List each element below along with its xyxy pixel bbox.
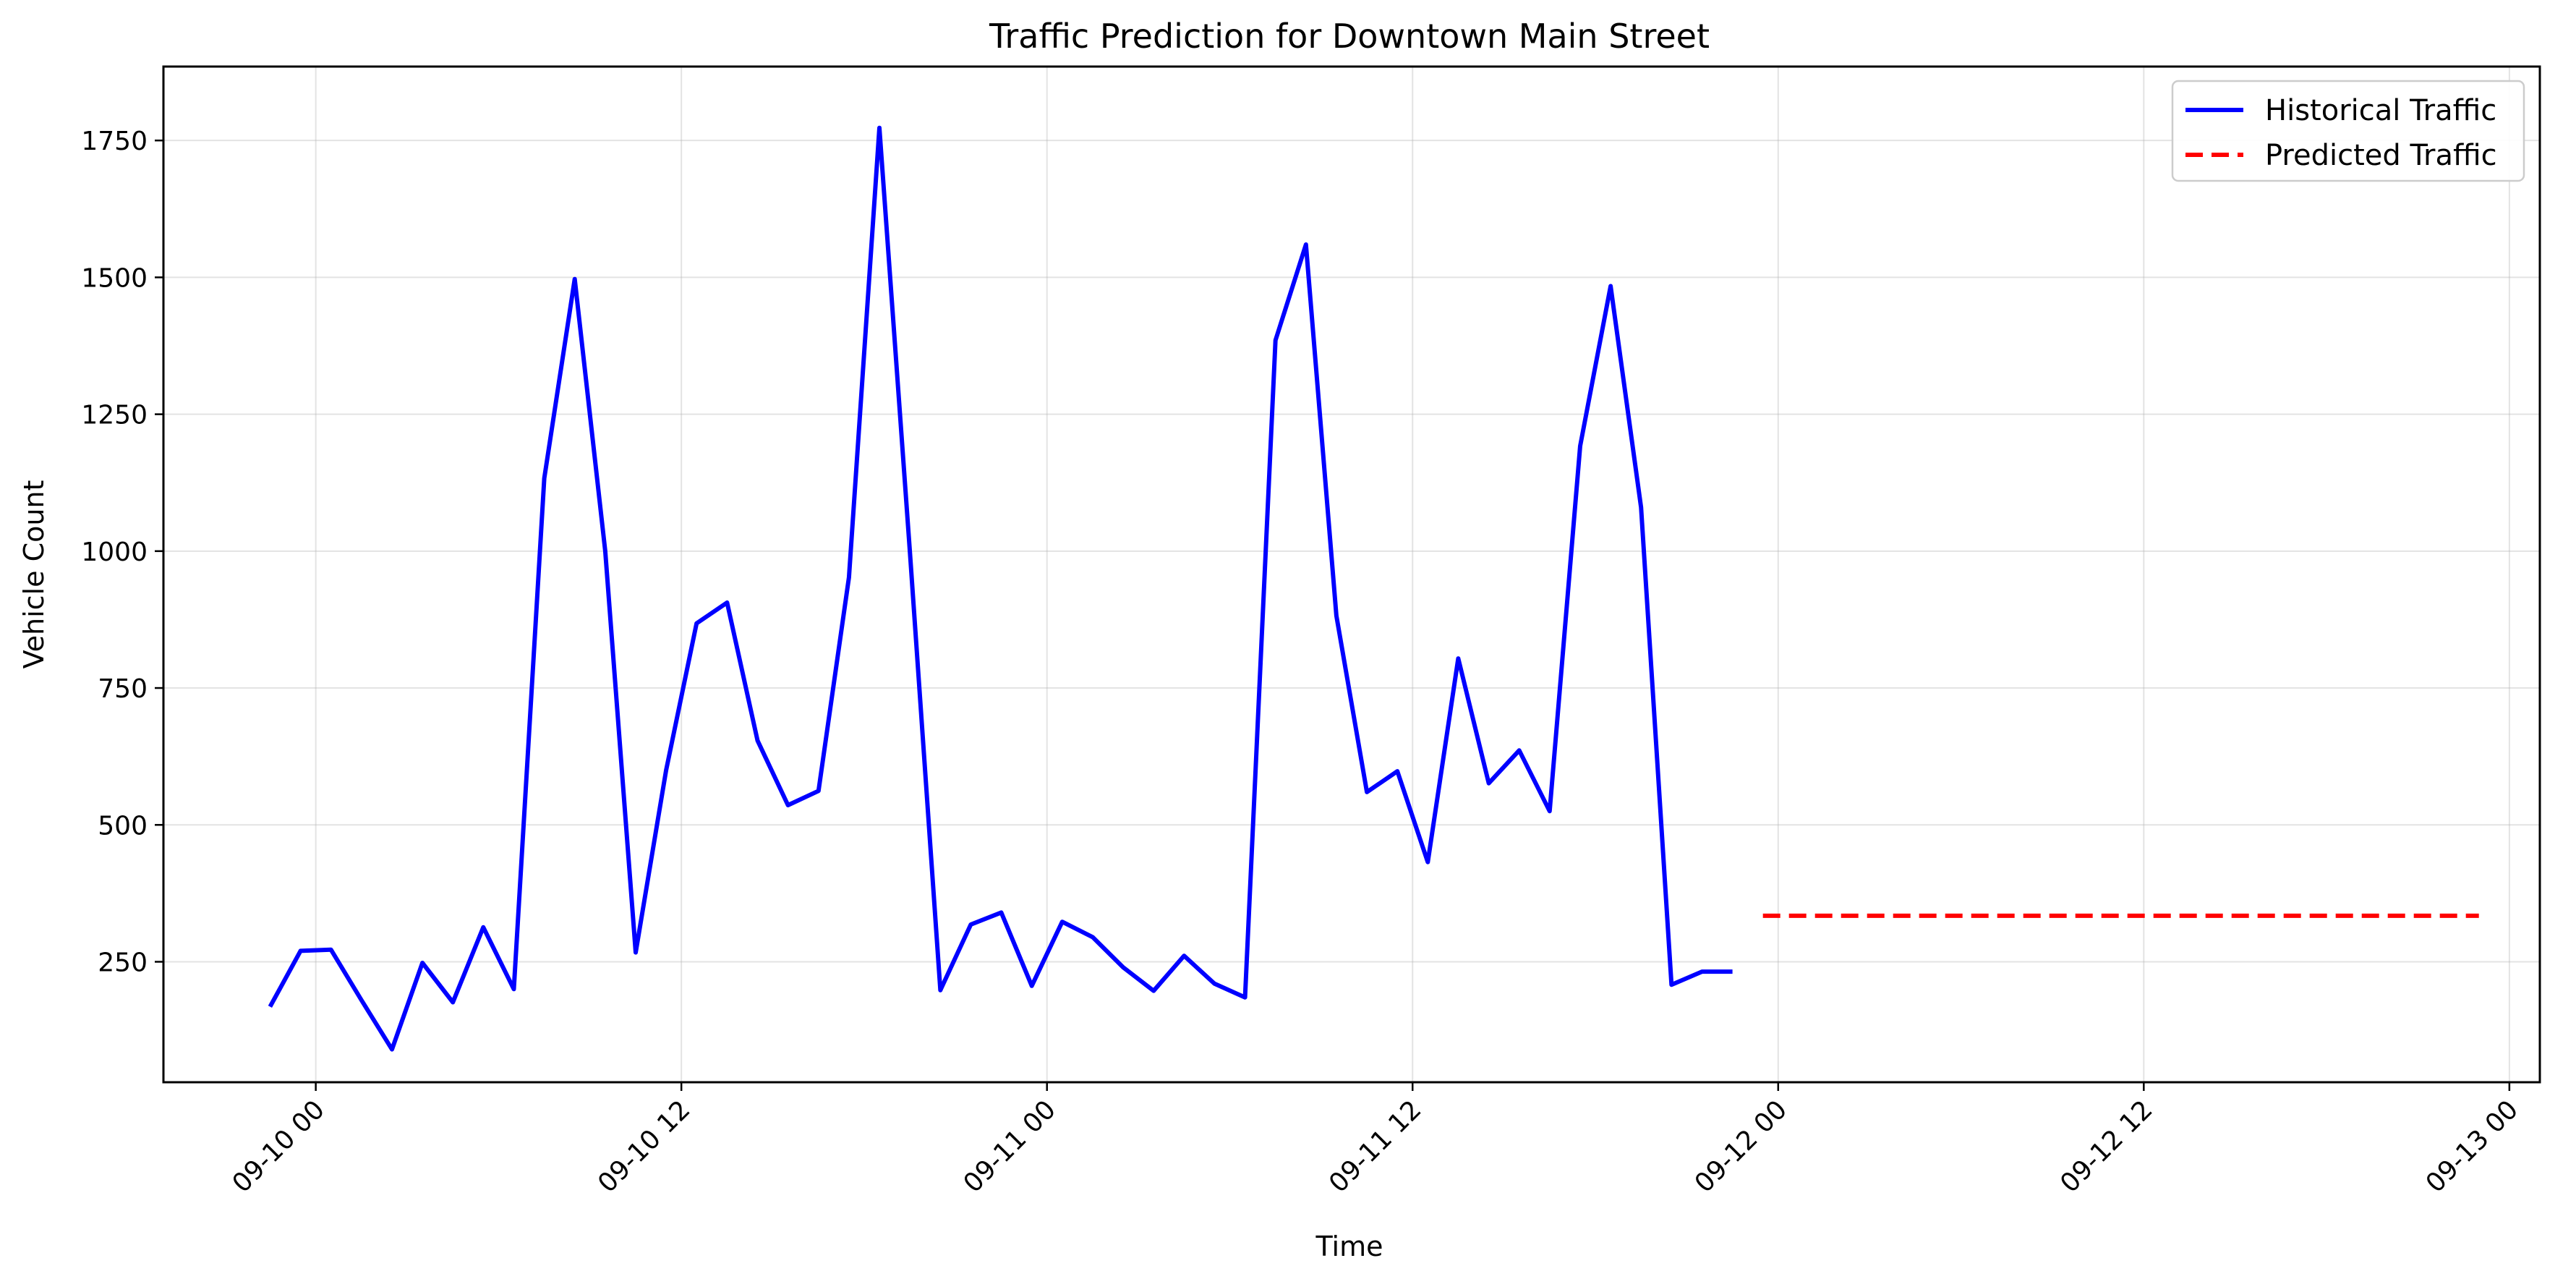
series-line-0 <box>268 125 1733 1052</box>
x-tick-label: 09-11 00 <box>958 1095 1062 1198</box>
y-tick-label: 1750 <box>81 127 148 156</box>
x-tick-label: 09-10 12 <box>592 1095 696 1198</box>
y-axis-label: Vehicle Count <box>18 480 50 669</box>
legend: Historical Traffic Predicted Traffic <box>2171 80 2525 182</box>
plot-lines <box>268 125 2479 1052</box>
x-axis: 09-10 00 09-10 12 09-11 00 09-11 12 09-12 00… <box>227 1082 2524 1199</box>
y-tick-label: 500 <box>98 811 148 841</box>
grid <box>163 67 2540 1082</box>
y-tick-label: 750 <box>98 674 148 704</box>
x-axis-label: Time <box>1315 1231 1383 1262</box>
y-tick-label: 1000 <box>81 537 148 567</box>
x-tick-label: 09-11 12 <box>1323 1095 1427 1198</box>
legend-label-0: Historical Traffic <box>2265 94 2496 127</box>
x-tick-label: 09-13 00 <box>2421 1095 2524 1198</box>
plot-frame <box>162 65 2541 1084</box>
chart-title: Traffic Prediction for Downtown Main Str… <box>989 17 1710 56</box>
y-axis: 250 500 750 1000 1250 1500 1750 <box>81 127 163 977</box>
legend-box <box>2171 80 2525 182</box>
y-tick-label: 1500 <box>81 263 148 293</box>
y-tick-label: 1250 <box>81 401 148 430</box>
x-tick-label: 09-12 00 <box>1689 1095 1793 1198</box>
x-tick-label: 09-10 00 <box>227 1095 330 1198</box>
y-tick-label: 250 <box>98 948 148 977</box>
x-tick-label: 09-12 12 <box>2055 1095 2158 1198</box>
legend-label-1: Predicted Traffic <box>2265 139 2497 172</box>
